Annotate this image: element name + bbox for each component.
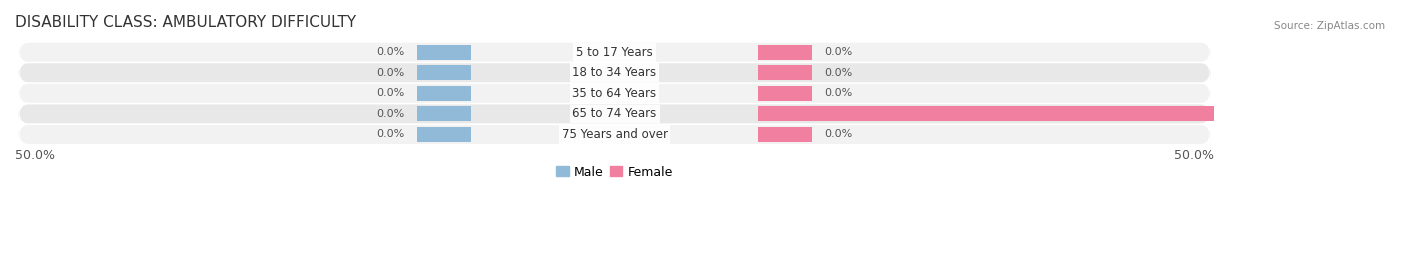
Text: 50.0%: 50.0%: [1369, 109, 1405, 119]
FancyBboxPatch shape: [18, 63, 1211, 82]
Bar: [416, 106, 471, 121]
Text: 0.0%: 0.0%: [824, 129, 852, 139]
Text: 65 to 74 Years: 65 to 74 Years: [572, 107, 657, 120]
Text: 0.0%: 0.0%: [377, 129, 405, 139]
Text: 18 to 34 Years: 18 to 34 Years: [572, 66, 657, 79]
Bar: [416, 65, 471, 80]
Text: 0.0%: 0.0%: [824, 68, 852, 78]
Bar: [758, 106, 1358, 121]
Text: Source: ZipAtlas.com: Source: ZipAtlas.com: [1274, 21, 1385, 31]
Bar: [416, 45, 471, 59]
Text: 0.0%: 0.0%: [824, 47, 852, 57]
FancyBboxPatch shape: [18, 43, 1211, 62]
Bar: [416, 127, 471, 142]
Bar: [758, 127, 813, 142]
Text: 0.0%: 0.0%: [377, 109, 405, 119]
FancyBboxPatch shape: [18, 125, 1211, 144]
Text: 0.0%: 0.0%: [377, 68, 405, 78]
Text: 0.0%: 0.0%: [377, 47, 405, 57]
Text: 5 to 17 Years: 5 to 17 Years: [576, 46, 652, 59]
Text: 0.0%: 0.0%: [824, 88, 852, 98]
Bar: [758, 65, 813, 80]
Text: 35 to 64 Years: 35 to 64 Years: [572, 87, 657, 100]
Text: 50.0%: 50.0%: [15, 149, 55, 162]
Bar: [758, 45, 813, 59]
Text: 50.0%: 50.0%: [1174, 149, 1215, 162]
Legend: Male, Female: Male, Female: [551, 161, 678, 184]
FancyBboxPatch shape: [18, 84, 1211, 103]
Text: 75 Years and over: 75 Years and over: [561, 128, 668, 141]
Bar: [758, 86, 813, 101]
Text: 0.0%: 0.0%: [377, 88, 405, 98]
Bar: [416, 86, 471, 101]
Text: DISABILITY CLASS: AMBULATORY DIFFICULTY: DISABILITY CLASS: AMBULATORY DIFFICULTY: [15, 15, 356, 30]
FancyBboxPatch shape: [18, 105, 1211, 123]
